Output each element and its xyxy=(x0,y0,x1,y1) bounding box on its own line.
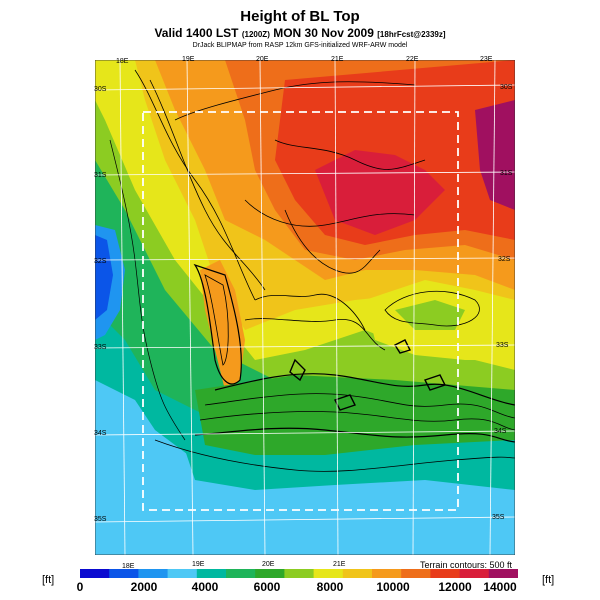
colorbar-tick-label: 4000 xyxy=(191,580,219,594)
lon-label-top: 19E xyxy=(182,56,195,63)
source-line: DrJack BLIPMAP from RASP 12km GFS-initia… xyxy=(192,42,408,49)
lon-label-bottom: 19E xyxy=(192,561,205,568)
colorbar-swatch xyxy=(459,569,490,578)
lat-lon-grid xyxy=(95,60,515,555)
map-title: Height of BL Top xyxy=(240,8,360,25)
colorbar-tick-label: 6000 xyxy=(253,580,281,594)
colorbar-swatch xyxy=(226,569,256,578)
lat-label-right: 32S xyxy=(498,256,511,263)
lon-label-bottom: 20E xyxy=(262,561,275,568)
colorbar-unit-right: [ft] xyxy=(542,574,555,586)
lon-label-bottom: 18E xyxy=(122,563,135,570)
colorbar-swatch xyxy=(196,569,227,578)
colorbar-swatch xyxy=(488,569,518,578)
inner-domain-box xyxy=(142,111,459,511)
colorbar-tick-label: 8000 xyxy=(316,580,344,594)
shaded-field xyxy=(95,60,515,555)
colorbar xyxy=(80,569,518,578)
lon-label-top: 20E xyxy=(256,56,269,63)
lat-label-left: 30S xyxy=(94,86,107,93)
lat-label-right: 31S xyxy=(500,170,513,177)
bl-top-height-map xyxy=(95,60,515,555)
valid-time-line: Valid 1400 LST (1200Z) MON 30 Nov 2009 [… xyxy=(154,26,446,40)
colorbar-swatch xyxy=(138,569,169,578)
lat-label-left: 32S xyxy=(94,258,107,265)
colorbar-tick-label: 0 xyxy=(76,580,84,594)
colorbar-swatch xyxy=(167,569,198,578)
colorbar-swatch xyxy=(313,569,344,578)
colorbar-swatch xyxy=(284,569,315,578)
colorbar-swatch xyxy=(430,569,461,578)
lat-label-left: 33S xyxy=(94,344,107,351)
terrain-contours-note: Terrain contours: 500 ft xyxy=(419,560,512,570)
lat-label-right: 35S xyxy=(492,514,505,521)
colorbar-swatch xyxy=(109,569,139,578)
lat-label-left: 31S xyxy=(94,172,107,179)
colorbar-tick-label: 2000 xyxy=(130,580,158,594)
lon-label-bottom: 21E xyxy=(333,561,346,568)
lat-label-left: 34S xyxy=(94,430,107,437)
lat-label-left: 35S xyxy=(94,516,107,523)
lat-label-right: 30S xyxy=(500,84,513,91)
lat-label-right: 34S xyxy=(494,428,507,435)
colorbar-tick-label: 12000 xyxy=(438,580,472,594)
colorbar-swatch xyxy=(401,569,431,578)
lon-label-top: 21E xyxy=(331,56,344,63)
colorbar-tick-label: 10000 xyxy=(376,580,410,594)
colorbar-tick-label: 14000 xyxy=(483,580,517,594)
lon-label-top: 23E xyxy=(480,56,493,63)
lon-label-top: 22E xyxy=(406,56,419,63)
colorbar-swatch xyxy=(255,569,285,578)
lon-label-top: 18E xyxy=(116,58,129,65)
colorbar-swatch xyxy=(372,569,402,578)
lat-label-right: 33S xyxy=(496,342,509,349)
colorbar-unit-left: [ft] xyxy=(42,574,55,586)
colorbar-swatch xyxy=(342,569,373,578)
colorbar-swatch xyxy=(80,569,110,578)
